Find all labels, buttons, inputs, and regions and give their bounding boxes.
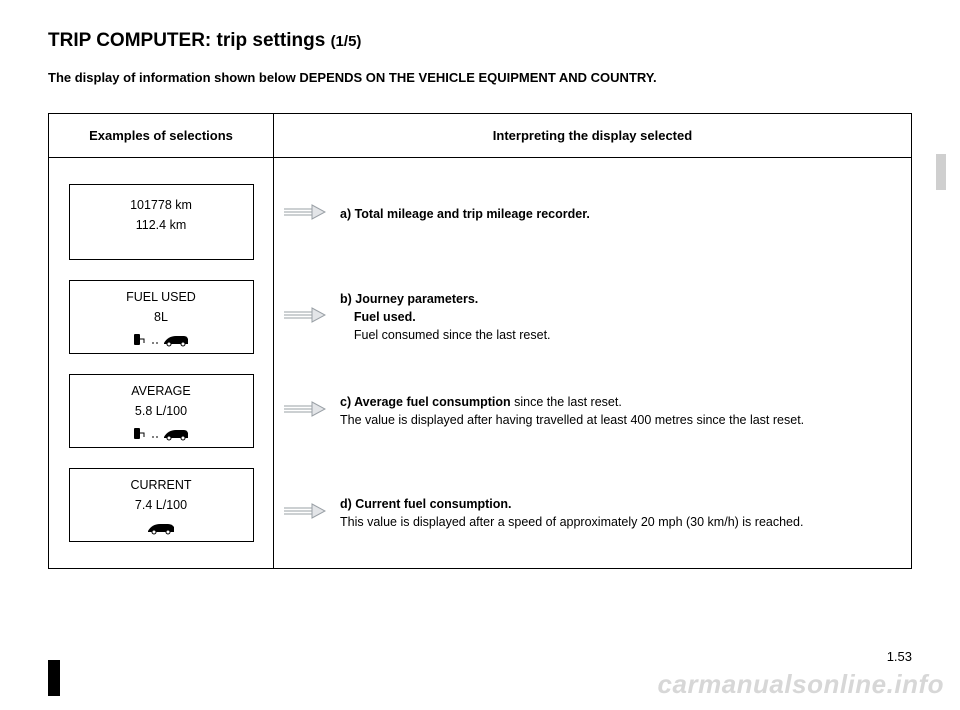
footer-blackbar [48, 660, 60, 696]
table-row: AVERAGE 5.8 L/100 [49, 364, 912, 458]
display-line: 112.4 km [70, 215, 253, 235]
header-right: Interpreting the display selected [274, 114, 912, 158]
interp-text: d) Current fuel consumption. This value … [340, 495, 803, 531]
display-line: 5.8 L/100 [70, 401, 253, 421]
side-tab [936, 154, 946, 190]
arrow-icon [282, 203, 326, 226]
display-line: CURRENT [70, 475, 253, 495]
display-box-fuel-used: FUEL USED 8L [69, 280, 254, 354]
display-line: 7.4 L/100 [70, 495, 253, 515]
table-row: 101778 km 112.4 km [49, 158, 912, 271]
title-main: TRIP COMPUTER: trip settings [48, 30, 331, 51]
display-line: 8L [70, 307, 253, 327]
title-pager: (1/5) [331, 33, 362, 50]
subtitle: The display of information shown below D… [48, 70, 912, 85]
interp-lead: d) Current fuel consumption. [340, 497, 512, 511]
header-left: Examples of selections [49, 114, 274, 158]
page-title: TRIP COMPUTER: trip settings (1/5) [48, 30, 912, 52]
display-line: FUEL USED [70, 287, 253, 307]
table-row: CURRENT 7.4 L/100 [49, 458, 912, 569]
interp-lead: a) Total mileage and trip mileage record… [340, 207, 590, 221]
interp-text: b) Journey parameters. Fuel used. Fuel c… [340, 290, 551, 344]
table-row: FUEL USED 8L [49, 270, 912, 364]
interp-lead: b) Journey parameters. Fuel used. [340, 292, 478, 324]
arrow-icon [282, 306, 326, 329]
pump-car-icon [70, 423, 253, 443]
display-box-mileage: 101778 km 112.4 km [69, 184, 254, 260]
interp-text: c) Average fuel consumption since the la… [340, 393, 804, 429]
arrow-icon [282, 400, 326, 423]
car-icon [70, 517, 253, 537]
settings-table: Examples of selections Interpreting the … [48, 113, 912, 569]
watermark: carmanualsonline.info [658, 669, 944, 700]
display-box-current: CURRENT 7.4 L/100 [69, 468, 254, 542]
display-box-average: AVERAGE 5.8 L/100 [69, 374, 254, 448]
interp-rest: This value is displayed after a speed of… [340, 515, 803, 529]
display-line: AVERAGE [70, 381, 253, 401]
interp-rest: Fuel consumed since the last reset. [340, 328, 551, 342]
page-number: 1.53 [887, 649, 912, 664]
interp-lead: c) Average fuel consumption [340, 395, 511, 409]
arrow-icon [282, 502, 326, 525]
pump-car-icon [70, 329, 253, 349]
display-line: 101778 km [70, 195, 253, 215]
interp-text: a) Total mileage and trip mileage record… [340, 205, 590, 223]
